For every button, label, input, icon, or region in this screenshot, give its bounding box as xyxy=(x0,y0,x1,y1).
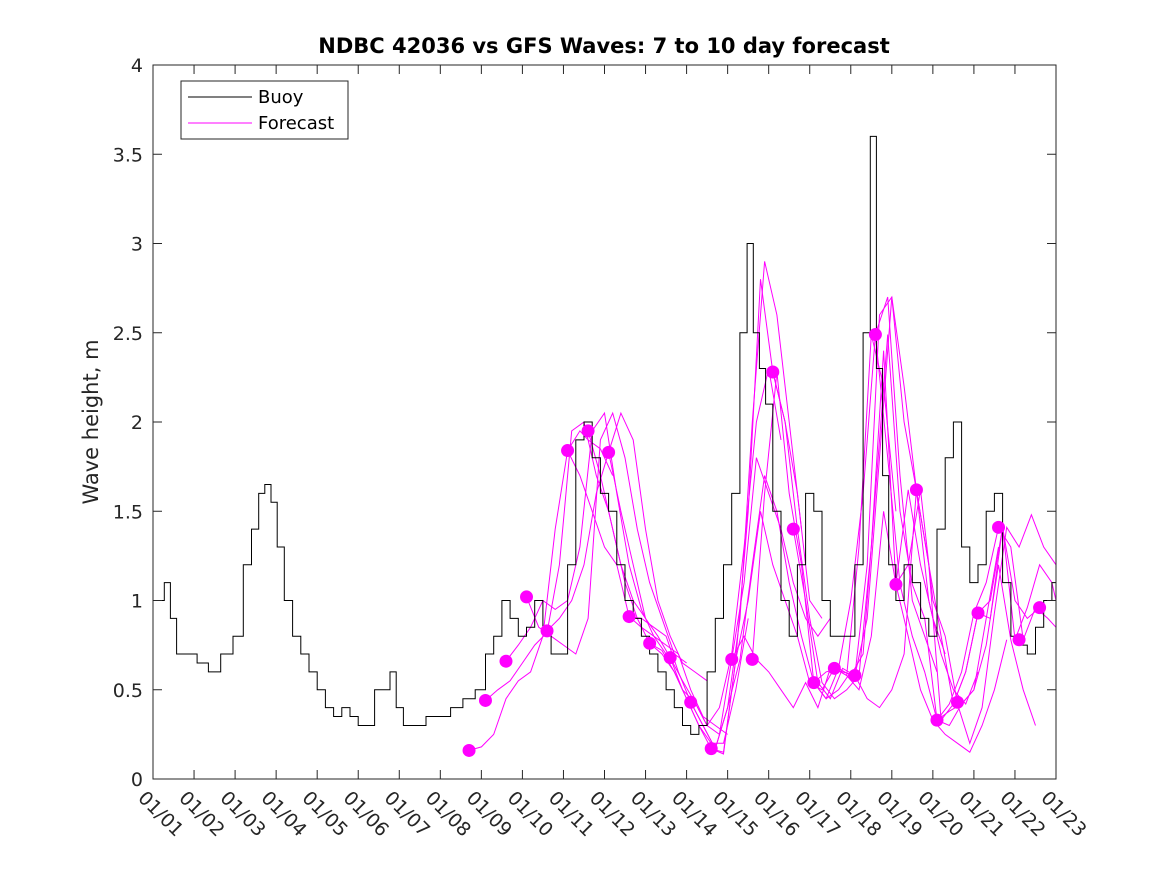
forecast-marker xyxy=(745,652,759,666)
forecast-marker xyxy=(930,713,944,727)
y-tick-label: 2 xyxy=(131,412,143,434)
forecast-marker xyxy=(561,444,575,458)
forecast-marker xyxy=(807,676,821,690)
legend-forecast-label: Forecast xyxy=(258,113,334,134)
forecast-line-3 xyxy=(505,411,667,662)
marker-layer xyxy=(462,328,1047,757)
forecast-line-14 xyxy=(731,295,917,709)
forecast-marker xyxy=(848,668,862,682)
forecast-marker xyxy=(725,652,739,666)
forecast-marker xyxy=(704,742,718,756)
forecast-line-15 xyxy=(751,296,938,700)
forecast-marker xyxy=(909,483,923,497)
forecast-line-4 xyxy=(526,411,687,664)
forecast-line-20 xyxy=(854,489,1040,709)
forecast-marker xyxy=(766,365,780,379)
forecast-line-19 xyxy=(834,511,1008,753)
y-tick-label: 4 xyxy=(131,55,143,77)
forecast-marker xyxy=(684,695,698,709)
forecast-marker xyxy=(643,636,657,650)
legend-buoy-label: Buoy xyxy=(258,87,304,108)
forecast-marker xyxy=(602,445,616,459)
forecast-line-24 xyxy=(936,564,1036,726)
forecast-marker xyxy=(827,661,841,675)
y-tick-label: 3.5 xyxy=(113,144,143,166)
forecast-line-22 xyxy=(895,489,1057,745)
forecast-line-13 xyxy=(711,334,897,755)
plot-area xyxy=(153,65,1056,779)
y-tick-label: 2.5 xyxy=(113,323,143,345)
forecast-line-6 xyxy=(567,450,728,735)
forecast-line-21 xyxy=(874,334,1057,722)
y-tick-label: 0.5 xyxy=(113,680,143,702)
forecast-marker xyxy=(520,590,534,604)
forecast-marker xyxy=(581,424,595,438)
y-tick-label: 1.5 xyxy=(113,501,143,523)
forecast-marker xyxy=(1033,601,1047,615)
y-axis-label: Wave height, m xyxy=(79,339,103,504)
chart-title: NDBC 42036 vs GFS Waves: 7 to 10 day for… xyxy=(318,34,889,58)
y-tick-label: 3 xyxy=(131,234,143,256)
forecast-marker xyxy=(622,610,636,624)
forecast-marker xyxy=(971,606,985,620)
forecast-marker xyxy=(786,522,800,536)
forecast-marker xyxy=(478,693,492,707)
forecast-marker xyxy=(540,624,554,638)
y-tick-label: 0 xyxy=(131,769,143,791)
forecast-line-11 xyxy=(669,457,831,736)
forecast-marker xyxy=(992,520,1006,534)
forecast-marker xyxy=(1012,633,1026,647)
y-tick-label: 1 xyxy=(131,591,143,613)
legend-box xyxy=(180,80,349,140)
forecast-marker xyxy=(663,651,677,665)
forecast-marker xyxy=(889,577,903,591)
forecast-marker xyxy=(868,328,882,342)
forecast-marker xyxy=(950,695,964,709)
forecast-marker xyxy=(499,654,513,668)
forecast-marker xyxy=(462,743,476,757)
buoy-line xyxy=(153,135,1056,735)
legend: Buoy Forecast xyxy=(180,80,349,140)
